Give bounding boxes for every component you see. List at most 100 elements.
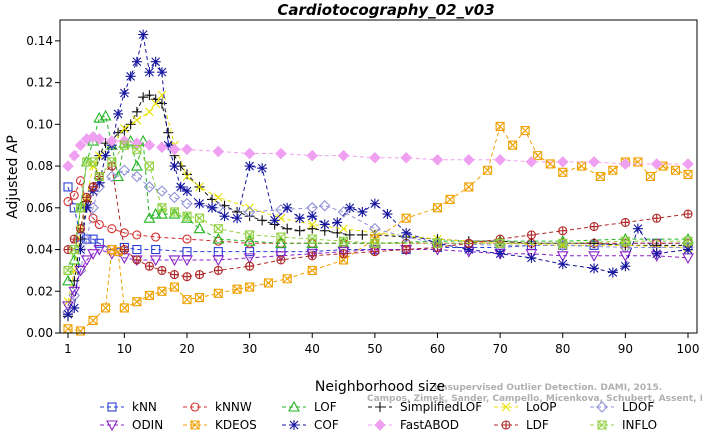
data-point-simplifiedlof xyxy=(332,227,343,238)
data-point-cof xyxy=(125,71,136,82)
data-point-odin xyxy=(525,249,538,260)
data-point-ldof xyxy=(93,181,106,193)
data-point-lof xyxy=(181,212,193,223)
data-point-ldof xyxy=(68,289,81,302)
data-point-kdeos xyxy=(645,171,655,182)
data-point-loop xyxy=(145,107,154,117)
data-point-ldof xyxy=(318,199,331,212)
legend-item-lof: LOF xyxy=(282,400,337,414)
legend-item-kdeos: KDEOS xyxy=(183,418,257,432)
data-point-inflo xyxy=(75,203,86,213)
data-point-odin xyxy=(243,253,256,265)
data-point-knn xyxy=(132,244,142,255)
data-point-loop xyxy=(157,90,167,100)
data-point-kdeos xyxy=(119,303,129,313)
y-tick-label: 0.06 xyxy=(26,201,53,215)
x-tick-label: 90 xyxy=(618,342,633,356)
data-point-fastabod xyxy=(588,156,600,168)
data-point-ldof xyxy=(156,185,168,197)
data-point-ldf xyxy=(652,213,662,223)
series-ldf xyxy=(63,161,693,282)
series-line-cof xyxy=(67,34,689,315)
legend-item-odin: ODIN xyxy=(100,418,163,432)
data-point-lof xyxy=(156,207,168,219)
data-point-lof xyxy=(68,253,81,265)
legend-label: ODIN xyxy=(132,418,163,432)
data-point-fastabod xyxy=(68,149,81,162)
legend-label: LoOP xyxy=(526,400,557,414)
data-point-kdeos xyxy=(464,182,474,192)
data-point-kdeos xyxy=(633,157,643,167)
data-point-kdeos xyxy=(213,288,223,298)
data-point-cof xyxy=(119,88,130,99)
data-point-simplifiedlof xyxy=(307,223,318,234)
data-point-cof xyxy=(100,150,111,161)
data-point-simplifiedlof xyxy=(181,169,192,180)
data-point-knnw xyxy=(119,228,129,238)
series-fastabod xyxy=(62,131,694,172)
x-axis-label: Neighborhood size xyxy=(315,379,445,395)
legend-marker xyxy=(597,420,607,430)
data-point-kdeos xyxy=(558,167,568,177)
data-point-fastabod xyxy=(275,147,287,160)
data-point-fastabod xyxy=(431,154,444,166)
series-odin xyxy=(62,244,694,313)
data-point-cof xyxy=(607,267,618,278)
data-point-fastabod xyxy=(337,149,350,162)
data-point-ldf xyxy=(339,249,349,259)
data-point-cof xyxy=(282,202,293,213)
x-tick-label: 50 xyxy=(367,342,382,356)
data-point-kdeos xyxy=(576,161,587,171)
plot-frame xyxy=(59,19,698,334)
data-point-ldf xyxy=(370,247,380,257)
x-tick-label: 70 xyxy=(492,342,507,356)
data-point-ldf xyxy=(589,222,599,232)
data-point-cof xyxy=(294,213,305,224)
data-point-ldf xyxy=(132,255,142,265)
y-tick-label: 0.02 xyxy=(26,284,53,298)
legend-item-simplifiedlof: SimplifiedLOF xyxy=(368,400,482,414)
data-point-inflo xyxy=(169,207,180,217)
data-point-ldf xyxy=(245,261,255,271)
data-point-inflo xyxy=(558,238,568,248)
x-tick-label: 30 xyxy=(242,342,257,356)
legend: kNN kNNW LOF SimplifiedLOF LoOP LDOF ODIN KDEOS… xyxy=(100,400,657,432)
data-point-fastabod xyxy=(143,139,156,151)
legend-marker xyxy=(288,400,300,412)
data-point-kdeos xyxy=(670,165,681,175)
data-point-odin xyxy=(74,265,87,277)
data-point-inflo xyxy=(182,211,192,221)
y-tick-label: 0.10 xyxy=(26,117,53,131)
legend-label: KDEOS xyxy=(215,418,257,432)
legend-label: INFLO xyxy=(622,418,657,432)
data-point-odin xyxy=(68,286,81,298)
data-point-cof xyxy=(589,263,600,274)
data-point-cof xyxy=(169,161,180,172)
data-point-kdeos xyxy=(445,194,455,205)
data-point-knn xyxy=(151,244,161,255)
data-point-kdeos xyxy=(432,203,443,213)
data-point-kdeos xyxy=(182,295,192,305)
data-point-cof xyxy=(194,198,205,209)
y-tick-label: 0.14 xyxy=(26,34,53,48)
data-point-ldof xyxy=(243,206,256,218)
data-point-kdeos xyxy=(282,274,292,284)
data-point-cof xyxy=(382,209,393,220)
data-point-cof xyxy=(683,244,693,255)
data-point-fastabod xyxy=(463,154,475,166)
data-point-ldf xyxy=(119,244,129,255)
legend-marker xyxy=(190,420,200,430)
data-point-lof xyxy=(137,134,150,146)
data-point-cof xyxy=(131,56,142,67)
data-point-inflo xyxy=(119,140,129,150)
series-line-loop xyxy=(67,93,689,302)
data-point-cof xyxy=(620,261,631,272)
data-point-ldf xyxy=(182,272,192,282)
data-point-cof xyxy=(357,206,368,217)
data-point-ldf xyxy=(157,265,167,275)
watermark-line-2: Unsupervised Outlier Detection. DAMI, 20… xyxy=(434,383,662,393)
legend-marker xyxy=(190,402,200,412)
legend-marker xyxy=(501,420,511,430)
data-point-odin xyxy=(556,251,569,262)
data-point-simplifiedlof xyxy=(282,223,293,234)
